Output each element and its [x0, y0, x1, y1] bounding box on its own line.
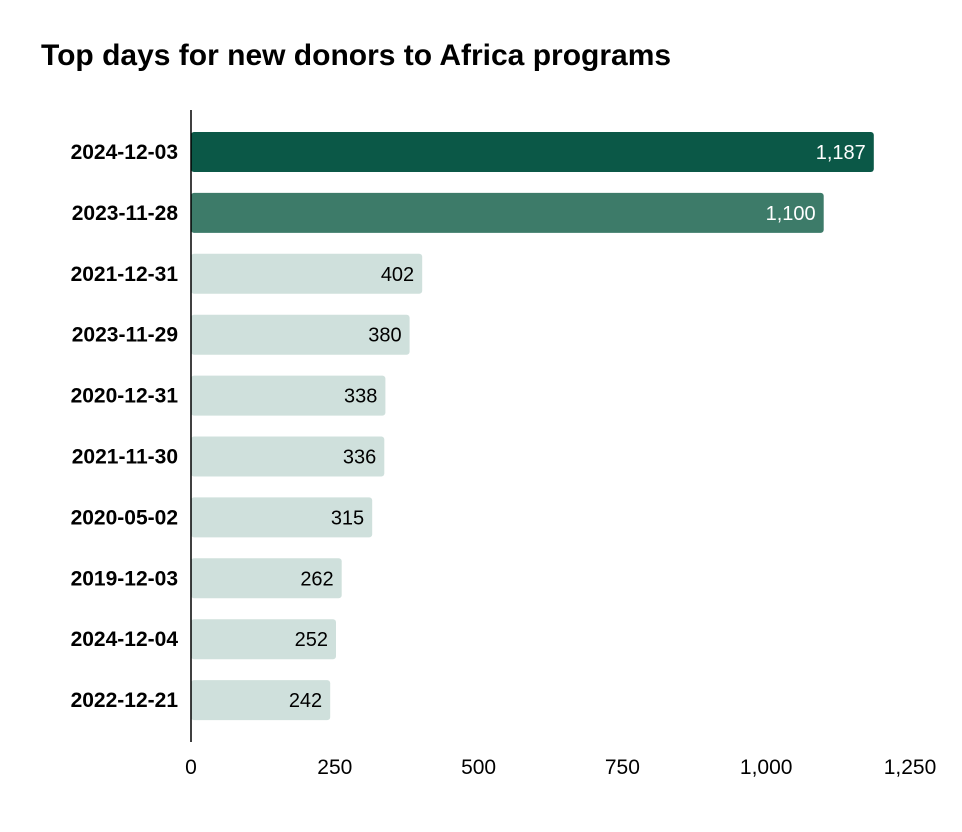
- value-label-2021-12-31: 402: [381, 264, 414, 286]
- bar-2024-12-04: [191, 619, 336, 660]
- category-label-2023-11-28: 2023-11-28: [72, 202, 179, 225]
- x-axis-ticks-layer: 0 250 500 750 1,000 1,250: [185, 756, 936, 779]
- category-label-2024-12-04: 2024-12-04: [71, 628, 179, 651]
- x-tick-label-750: 750: [605, 756, 640, 779]
- bar-2023-11-29: [191, 314, 410, 355]
- bar-2022-12-21: [191, 680, 331, 721]
- value-label-2020-05-02: 315: [331, 507, 364, 529]
- chart-title: Top days for new donors to Africa progra…: [41, 39, 672, 72]
- value-label-2022-12-21: 242: [289, 690, 322, 712]
- category-labels-layer: 1,187 2024-12-03 1,100 2023-11-28 402 2021-12…: [71, 141, 866, 712]
- value-label-2023-11-28: 1,100: [766, 203, 816, 225]
- bar-2020-12-31: [191, 375, 386, 416]
- bar-2024-12-03: [191, 132, 874, 172]
- x-tick-label-0: 0: [185, 756, 197, 779]
- value-label-2020-12-31: 338: [344, 386, 377, 408]
- bars-layer: [191, 132, 874, 721]
- value-label-2023-11-29: 380: [368, 325, 401, 347]
- category-label-2019-12-03: 2019-12-03: [71, 567, 178, 590]
- value-label-2024-12-03: 1,187: [816, 142, 866, 164]
- x-tick-label-500: 500: [461, 756, 496, 779]
- value-label-2024-12-04: 252: [295, 629, 328, 651]
- bar-2019-12-03: [191, 558, 342, 599]
- category-label-2020-05-02: 2020-05-02: [71, 506, 178, 529]
- value-label-2021-11-30: 336: [343, 447, 376, 469]
- category-label-2024-12-03: 2024-12-03: [71, 141, 178, 164]
- bar-2021-12-31: [191, 253, 423, 294]
- x-tick-label-1000: 1,000: [740, 756, 793, 779]
- x-tick-label-250: 250: [317, 756, 352, 779]
- bar-2021-11-30: [191, 436, 385, 477]
- category-label-2023-11-29: 2023-11-29: [72, 324, 178, 347]
- category-label-2020-12-31: 2020-12-31: [71, 385, 179, 408]
- category-label-2022-12-21: 2022-12-21: [71, 689, 179, 712]
- x-tick-label-1250: 1,250: [884, 756, 937, 779]
- bar-2020-05-02: [191, 497, 373, 538]
- category-label-2021-12-31: 2021-12-31: [71, 263, 179, 286]
- value-label-2019-12-03: 262: [300, 568, 333, 590]
- category-label-2021-11-30: 2021-11-30: [72, 446, 178, 469]
- bar-2023-11-28: [191, 192, 824, 233]
